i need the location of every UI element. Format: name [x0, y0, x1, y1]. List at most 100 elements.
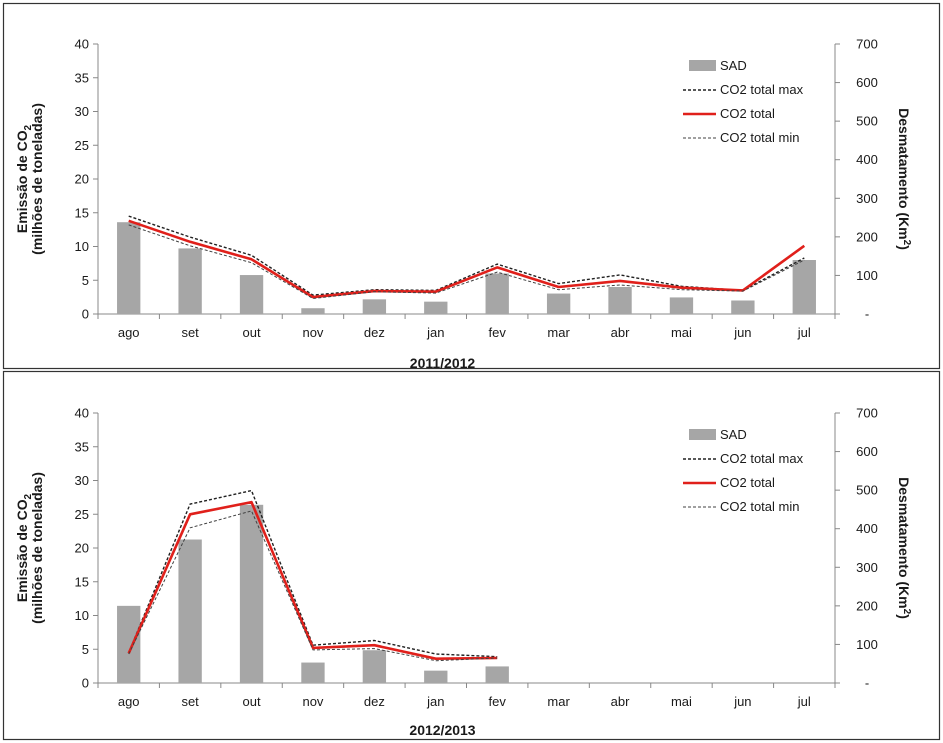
- bar-sad: [362, 299, 387, 314]
- line-co2-total-min: [128, 224, 805, 299]
- right-axis-title-text: Desmatamento (Km: [896, 477, 912, 608]
- legend-swatch-sad: [689, 429, 716, 440]
- left-axis-title-subscript: 2: [23, 124, 34, 130]
- bar-sad: [178, 248, 202, 314]
- left-axis-title: Emissão de CO2: [14, 124, 34, 233]
- right-tick-label: 600: [856, 444, 878, 459]
- bar-sad: [669, 297, 694, 314]
- x-tick-label: fev: [489, 694, 507, 709]
- left-tick-label: 0: [82, 676, 89, 691]
- x-tick-label: abr: [611, 325, 630, 340]
- right-tick-label: -: [865, 307, 869, 322]
- x-tick-label: jun: [733, 694, 751, 709]
- right-tick-label: 100: [856, 637, 878, 652]
- legend-swatch-sad: [689, 60, 716, 71]
- left-axis-title-text: Emissão de CO: [14, 130, 30, 233]
- x-tick-label: nov: [302, 325, 323, 340]
- left-tick-label: 35: [75, 70, 89, 85]
- left-tick-label: 15: [75, 205, 89, 220]
- left-tick-label: 5: [82, 642, 89, 657]
- right-tick-label: 300: [856, 191, 878, 206]
- legend-label-co2-total: CO2 total: [720, 475, 775, 490]
- left-tick-label: 30: [75, 104, 89, 119]
- bar-sad: [546, 293, 571, 314]
- x-tick-label: jul: [797, 694, 811, 709]
- line-co2-total-max: [128, 215, 805, 296]
- left-tick-label: 40: [75, 406, 89, 421]
- line-co2-total-min: [128, 510, 498, 662]
- x-tick-label: mai: [671, 325, 692, 340]
- bar-sad: [608, 287, 632, 314]
- bar-sad: [731, 300, 755, 314]
- x-tick-label: jun: [733, 325, 751, 340]
- bar-sad: [117, 605, 141, 683]
- bar-sad: [792, 260, 816, 314]
- right-tick-label: 100: [856, 268, 878, 283]
- x-tick-label: abr: [611, 694, 630, 709]
- chart-panel-1: 0 5 10 15 20 25 30 35 40 - 100 200 300 400 500 600 700 ag…: [2, 2, 941, 371]
- legend-label-co2-total: CO2 total: [720, 106, 775, 121]
- left-tick-label: 20: [75, 541, 89, 556]
- bar-sad: [362, 650, 387, 683]
- legend-label-sad: SAD: [720, 58, 747, 73]
- right-tick-label: 500: [856, 114, 878, 129]
- right-axis-title-superscript: 2: [901, 240, 912, 246]
- right-tick-label: 500: [856, 483, 878, 498]
- left-tick-label: 5: [82, 273, 89, 288]
- x-tick-label: jan: [426, 694, 444, 709]
- right-axis-title-close: ): [896, 245, 912, 250]
- left-tick-label: 0: [82, 307, 89, 322]
- right-tick-label: 700: [856, 406, 878, 421]
- right-axis-title-close: ): [896, 614, 912, 619]
- legend-label-co2-min: CO2 total min: [720, 499, 799, 514]
- x-tick-label: ago: [118, 325, 140, 340]
- right-tick-label: 400: [856, 152, 878, 167]
- left-axis-subtitle: (milhões de toneladas): [29, 103, 45, 255]
- left-axis-title-subscript: 2: [23, 493, 34, 499]
- bar-sad: [301, 662, 325, 683]
- right-tick-label: 200: [856, 598, 878, 613]
- bar-sad: [485, 666, 509, 683]
- legend: SAD CO2 total max CO2 total CO2 total min: [683, 427, 804, 514]
- legend-label-co2-max: CO2 total max: [720, 451, 804, 466]
- panel-frame: [2, 370, 941, 741]
- x-tick-label: out: [243, 694, 261, 709]
- x-tick-label: dez: [364, 694, 385, 709]
- right-tick-label: 600: [856, 75, 878, 90]
- x-tick-label: dez: [364, 325, 385, 340]
- legend-label-co2-min: CO2 total min: [720, 130, 799, 145]
- bar-sad: [239, 504, 264, 683]
- left-tick-label: 15: [75, 574, 89, 589]
- left-tick-label: 25: [75, 507, 89, 522]
- x-tick-label: fev: [489, 325, 507, 340]
- left-tick-label: 10: [75, 239, 89, 254]
- bar-sad: [424, 301, 448, 314]
- x-tick-label: jul: [797, 325, 811, 340]
- left-axis-title-text: Emissão de CO: [14, 499, 30, 602]
- period-label: 2012/2013: [409, 722, 475, 738]
- right-axis-title-text: Desmatamento (Km: [896, 108, 912, 239]
- chart-panel-2: 0 5 10 15 20 25 30 35 40 - 100 200 300 400 500 600 700 ag…: [2, 370, 941, 741]
- right-tick-label: 200: [856, 229, 878, 244]
- x-tick-label: out: [243, 325, 261, 340]
- period-label: 2011/2012: [410, 355, 476, 371]
- bar-sad: [301, 308, 325, 314]
- left-axis-title: Emissão de CO2: [14, 493, 34, 602]
- panel-frame: [2, 2, 941, 370]
- left-axis-subtitle: (milhões de toneladas): [29, 472, 45, 624]
- right-tick-label: 300: [856, 560, 878, 575]
- right-axis-title: Desmatamento (Km2): [896, 477, 912, 619]
- x-tick-label: mai: [671, 694, 692, 709]
- x-tick-label: set: [181, 325, 199, 340]
- bar-sad: [424, 670, 448, 683]
- left-tick-label: 20: [75, 172, 89, 187]
- line-co2-total-max: [128, 489, 498, 658]
- x-tick-label: set: [181, 694, 199, 709]
- bar-sad: [485, 273, 509, 314]
- bar-sad: [239, 275, 264, 314]
- x-tick-label: jan: [426, 325, 444, 340]
- right-tick-label: 700: [856, 37, 878, 52]
- right-tick-label: 400: [856, 521, 878, 536]
- x-tick-label: ago: [118, 694, 140, 709]
